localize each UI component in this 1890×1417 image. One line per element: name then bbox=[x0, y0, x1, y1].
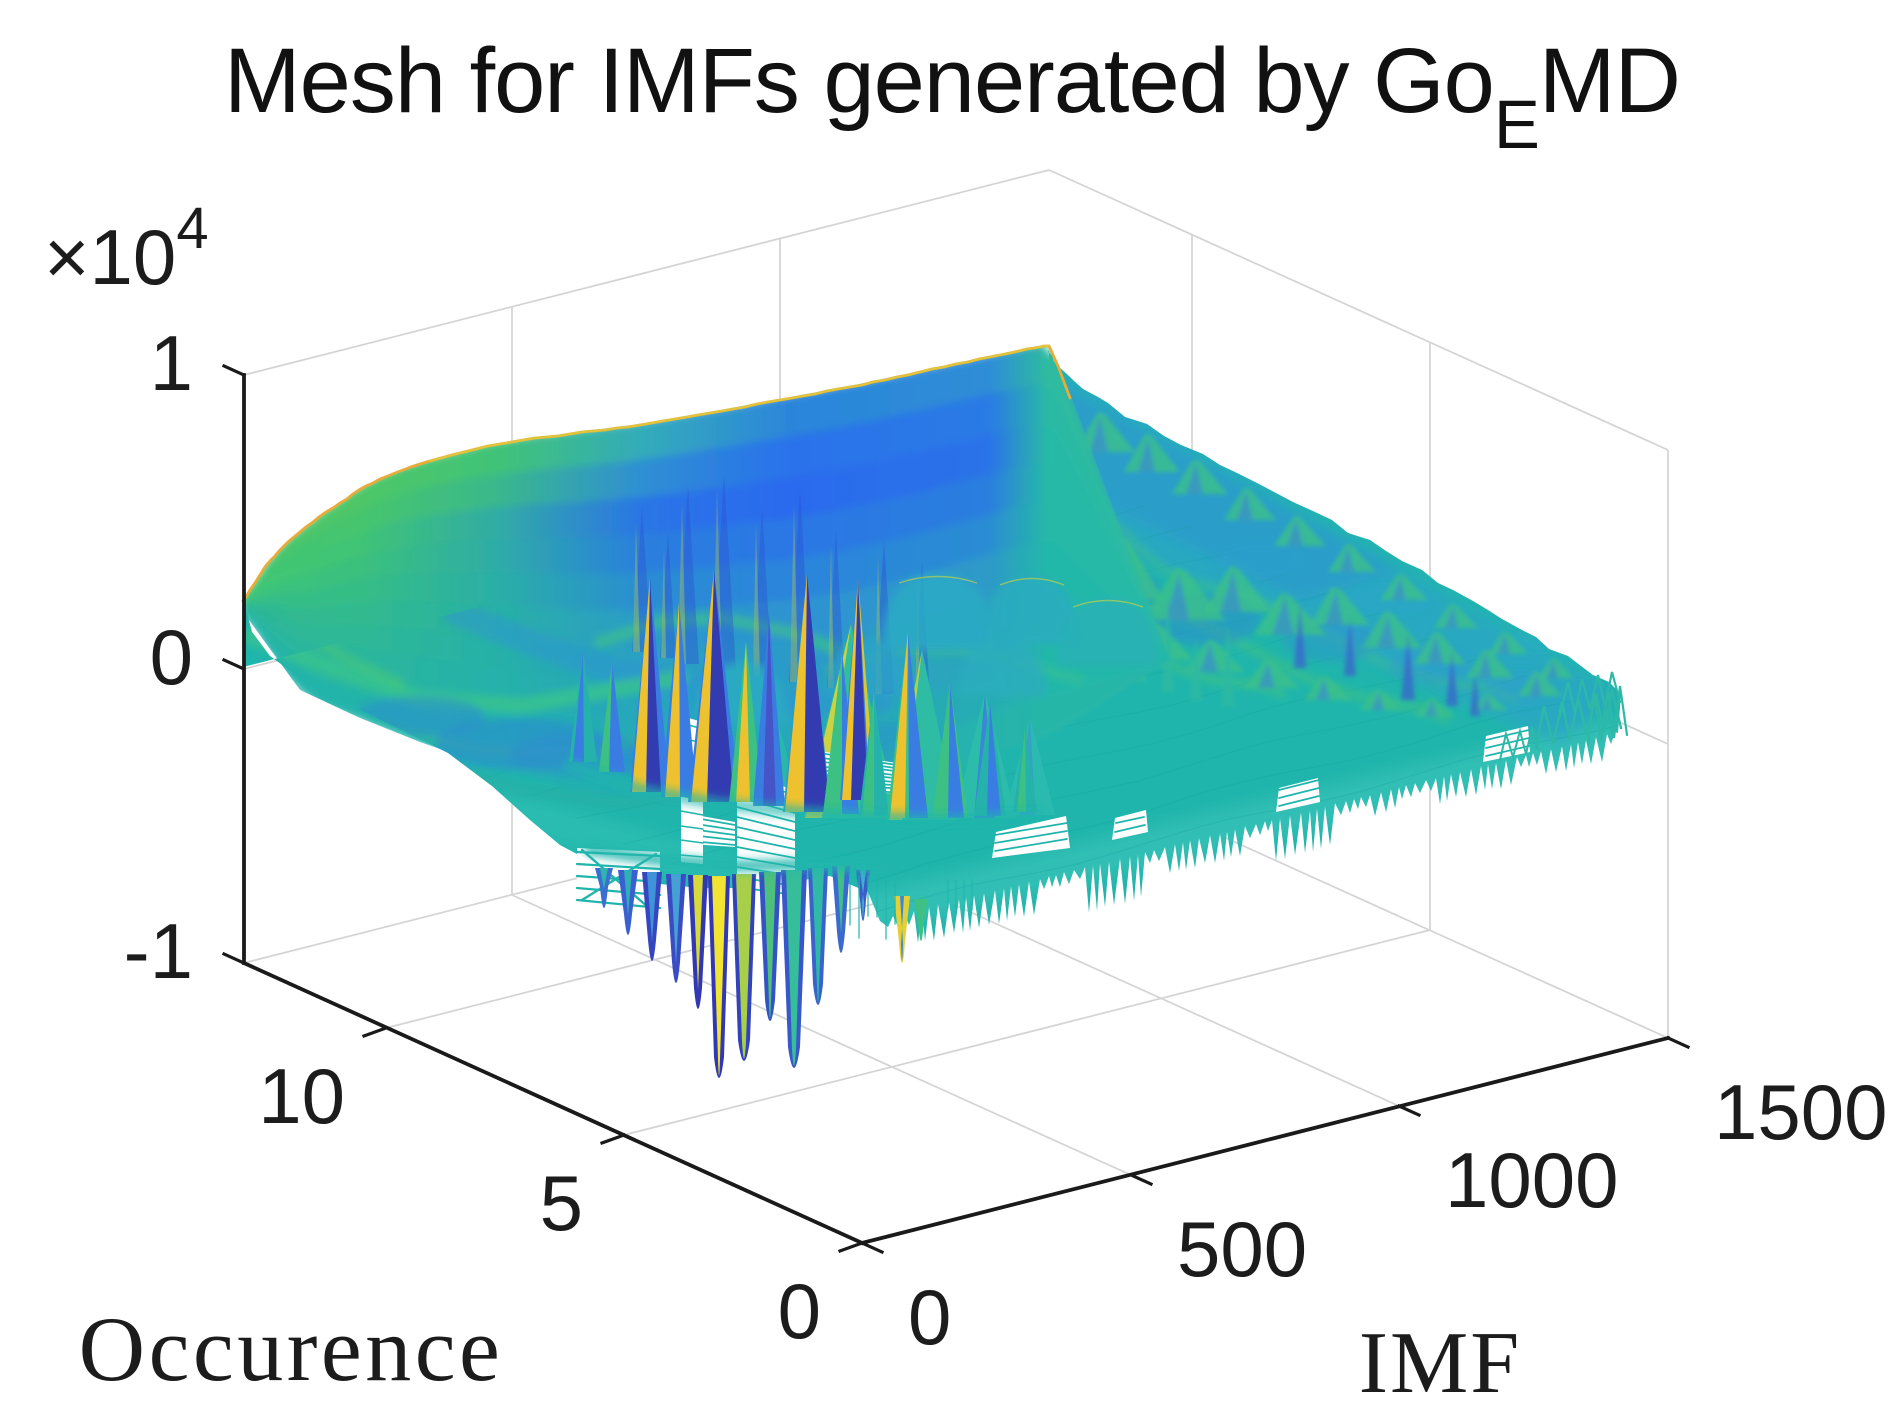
svg-text:-1: -1 bbox=[124, 907, 193, 995]
svg-text:1500: 1500 bbox=[1714, 1068, 1888, 1156]
svg-text:IMF: IMF bbox=[1359, 1315, 1522, 1412]
svg-text:1000: 1000 bbox=[1445, 1136, 1619, 1224]
svg-text:5: 5 bbox=[540, 1159, 583, 1247]
svg-text:500: 500 bbox=[1177, 1205, 1307, 1293]
svg-text:Occurence: Occurence bbox=[79, 1298, 504, 1400]
svg-text:0: 0 bbox=[150, 613, 193, 701]
svg-text:0: 0 bbox=[778, 1267, 821, 1355]
svg-text:10: 10 bbox=[258, 1052, 345, 1140]
svg-text:0: 0 bbox=[908, 1273, 951, 1361]
svg-text:1: 1 bbox=[150, 319, 193, 407]
